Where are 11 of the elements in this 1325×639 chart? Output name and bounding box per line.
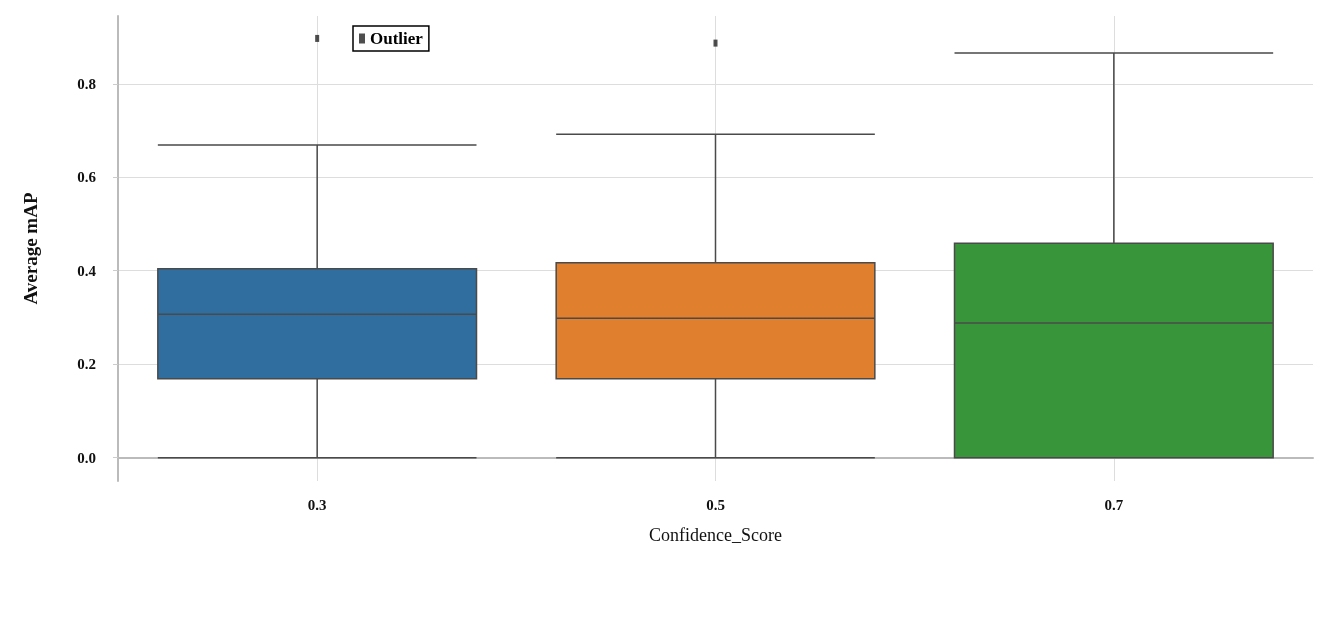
y-tick-label: 0.6 bbox=[77, 169, 97, 186]
x-tick-label: 0.7 bbox=[1104, 496, 1124, 513]
x-tick-label: 0.3 bbox=[307, 496, 327, 513]
x-axis-title: Confidence_Score bbox=[649, 525, 782, 545]
y-axis-title: Average mAP bbox=[20, 192, 41, 305]
x-tick-label: 0.5 bbox=[706, 496, 725, 513]
y-tick-label: 0.0 bbox=[77, 449, 96, 466]
y-tick-label: 0.4 bbox=[77, 262, 97, 279]
y-tick-label: 0.2 bbox=[77, 356, 96, 373]
y-tick-label: 0.8 bbox=[77, 75, 96, 92]
legend-label: Outlier bbox=[370, 29, 424, 48]
